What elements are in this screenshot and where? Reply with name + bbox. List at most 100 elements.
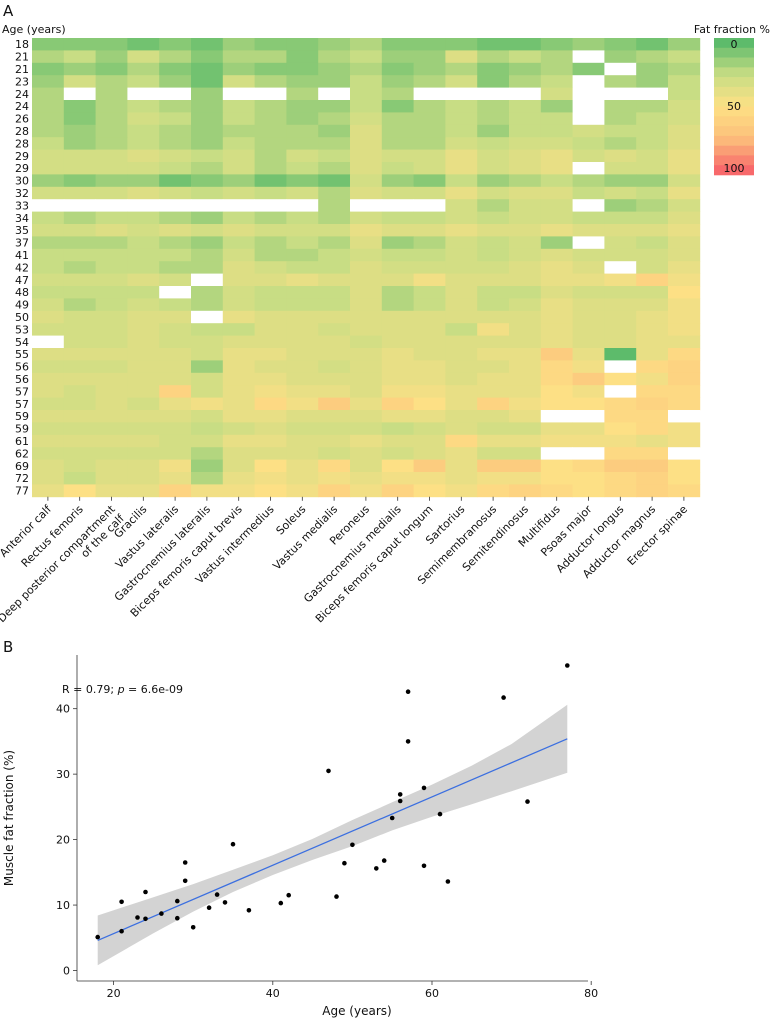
heatmap-cell-r1-c7	[255, 50, 287, 63]
heatmap-cell-r11-c9	[318, 174, 350, 187]
heatmap-cell-r9-c5	[191, 150, 223, 163]
heatmap-cell-r31-c12	[414, 422, 446, 435]
scatter-point-12	[207, 905, 212, 910]
heatmap-cell-r17-c3	[127, 249, 159, 262]
heatmap-cell-r18-c4	[159, 261, 191, 274]
heatmap-cell-r24-c9	[318, 336, 350, 349]
heatmap-cell-r15-c4	[159, 224, 191, 237]
heatmap-cell-r10-c10	[350, 162, 382, 175]
heatmap-cell-r13-c12	[414, 199, 446, 212]
heatmap-cell-r25-c10	[350, 348, 382, 361]
legend-tick-100: 100	[724, 162, 745, 175]
heatmap-cell-r0-c11	[382, 38, 414, 51]
heatmap-cell-r10-c9	[318, 162, 350, 175]
heatmap-cell-r20-c6	[223, 286, 255, 299]
heatmap-cell-r14-c5	[191, 212, 223, 225]
heatmap-cell-r31-c18	[604, 422, 636, 435]
heatmap-cell-r35-c6	[223, 472, 255, 485]
scatter-point-19	[326, 769, 331, 774]
heatmap-cell-r29-c7	[255, 398, 287, 411]
heatmap-cell-r33-c6	[223, 447, 255, 460]
heatmap-cell-r8-c12	[414, 137, 446, 150]
heatmap-cell-r17-c1	[64, 249, 96, 262]
heatmap-cell-r11-c13	[445, 174, 477, 187]
heatmap-cell-r24-c3	[127, 336, 159, 349]
heatmap-cell-r26-c0	[32, 360, 64, 373]
heatmap-cell-r2-c17	[573, 63, 605, 76]
heatmap-cell-r15-c11	[382, 224, 414, 237]
scatter-point-34	[501, 695, 506, 700]
heatmap-cell-r36-c15	[509, 484, 541, 497]
heatmap-cell-r15-c2	[96, 224, 128, 237]
heatmap-cell-r33-c11	[382, 447, 414, 460]
heatmap-cell-r32-c8	[286, 435, 318, 448]
heatmap-row-label-12: 32	[15, 187, 29, 200]
heatmap-row-label-10: 29	[15, 162, 29, 175]
heatmap-cell-r33-c3	[127, 447, 159, 460]
heatmap-cell-r21-c14	[477, 298, 509, 311]
heatmap-cell-r35-c9	[318, 472, 350, 485]
heatmap-cell-r3-c2	[96, 75, 128, 88]
heatmap-cell-r20-c12	[414, 286, 446, 299]
heatmap-cell-r31-c5	[191, 422, 223, 435]
heatmap-cell-r30-c11	[382, 410, 414, 423]
heatmap-cell-r28-c8	[286, 385, 318, 398]
heatmap-cell-r0-c2	[96, 38, 128, 51]
legend-swatch-8	[714, 116, 754, 126]
heatmap-cell-r32-c18	[604, 435, 636, 448]
heatmap-cell-r2-c10	[350, 63, 382, 76]
heatmap-cell-r13-c1	[64, 199, 96, 212]
heatmap-cell-r35-c2	[96, 472, 128, 485]
heatmap-cell-r26-c18	[604, 360, 636, 373]
heatmap-cell-r21-c1	[64, 298, 96, 311]
heatmap-cell-r25-c0	[32, 348, 64, 361]
heatmap-cell-r10-c6	[223, 162, 255, 175]
heatmap-cell-r15-c8	[286, 224, 318, 237]
heatmap-cell-r0-c18	[604, 38, 636, 51]
heatmap-cell-r35-c10	[350, 472, 382, 485]
heatmap-cell-r16-c6	[223, 236, 255, 249]
heatmap-cell-r11-c15	[509, 174, 541, 187]
heatmap-cell-r20-c17	[573, 286, 605, 299]
heatmap-cell-r34-c7	[255, 460, 287, 473]
heatmap-cell-r1-c17	[573, 50, 605, 63]
heatmap-cell-r0-c1	[64, 38, 96, 51]
heatmap-cell-r30-c13	[445, 410, 477, 423]
heatmap-cell-r6-c4	[159, 112, 191, 125]
heatmap-row-label-21: 49	[15, 299, 29, 312]
heatmap-cell-r22-c14	[477, 311, 509, 324]
heatmap-cell-r25-c9	[318, 348, 350, 361]
heatmap-cell-r23-c6	[223, 323, 255, 336]
heatmap-cell-r36-c2	[96, 484, 128, 497]
heatmap-cell-r19-c19	[636, 274, 668, 287]
heatmap-cell-r7-c5	[191, 125, 223, 138]
heatmap-cell-r17-c4	[159, 249, 191, 262]
heatmap-cell-r8-c8	[286, 137, 318, 150]
heatmap-cell-r10-c17	[573, 162, 605, 175]
heatmap-cell-r9-c20	[668, 150, 700, 163]
heatmap-cell-r22-c4	[159, 311, 191, 324]
heatmap-cell-r33-c4	[159, 447, 191, 460]
heatmap-cell-r27-c14	[477, 373, 509, 386]
heatmap-cell-r20-c8	[286, 286, 318, 299]
heatmap-cell-r27-c0	[32, 373, 64, 386]
heatmap-cell-r20-c16	[541, 286, 573, 299]
heatmap-cell-r3-c12	[414, 75, 446, 88]
scatter-point-2	[119, 929, 124, 934]
heatmap-cell-r19-c15	[509, 274, 541, 287]
correlation-annotation: R = 0.79; p = 6.6e-09	[62, 683, 183, 696]
scatter-point-0	[95, 935, 100, 940]
heatmap-cell-r4-c14	[477, 88, 509, 101]
heatmap-cell-r17-c8	[286, 249, 318, 262]
heatmap-cell-r35-c13	[445, 472, 477, 485]
heatmap-cell-r31-c0	[32, 422, 64, 435]
heatmap-cell-r8-c14	[477, 137, 509, 150]
heatmap-cell-r30-c18	[604, 410, 636, 423]
heatmap-col-label-biceps-femoris-caput-longum: Biceps femoris caput longum	[313, 503, 436, 626]
heatmap-cell-r6-c9	[318, 112, 350, 125]
heatmap-cell-r36-c13	[445, 484, 477, 497]
scatter-point-35	[525, 799, 530, 804]
heatmap-cell-r26-c8	[286, 360, 318, 373]
heatmap-cell-r2-c4	[159, 63, 191, 76]
heatmap-cell-r24-c7	[255, 336, 287, 349]
